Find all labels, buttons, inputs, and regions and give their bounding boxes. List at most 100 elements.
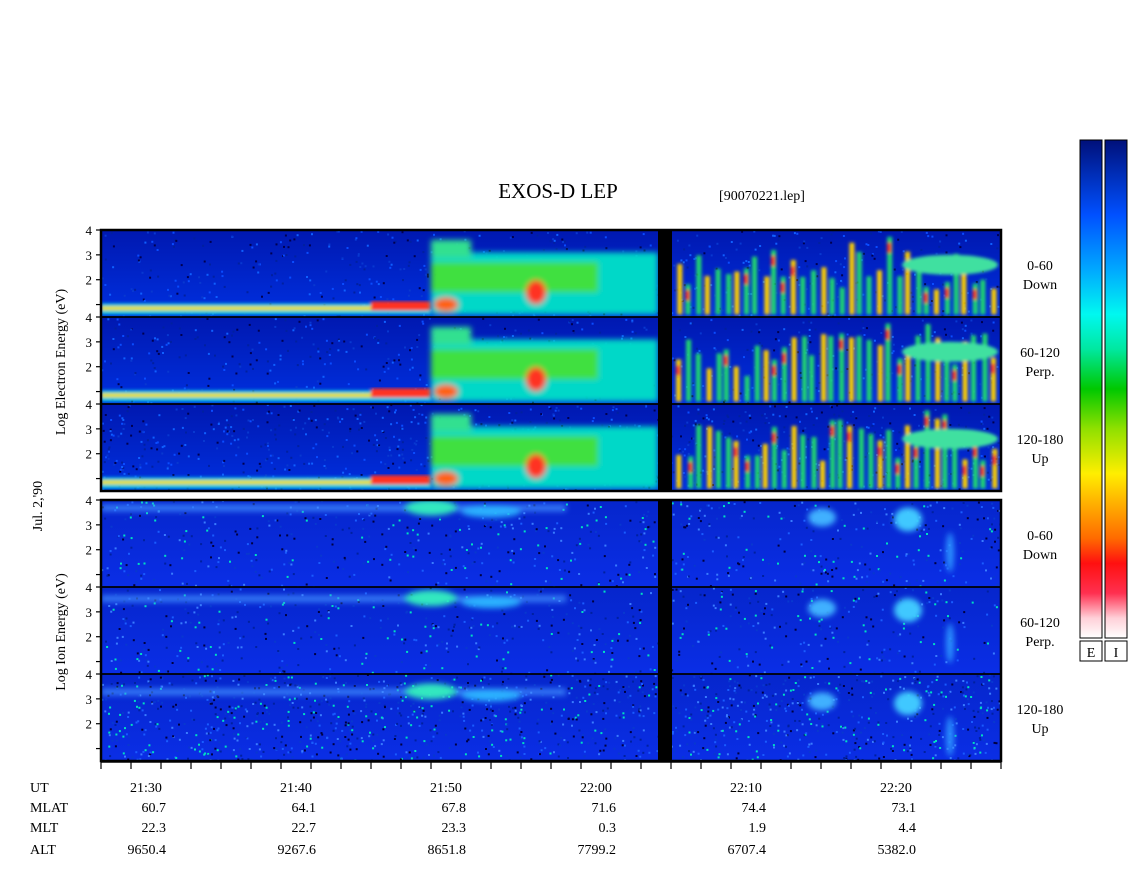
time-axis: 21:30 21:40 21:50 22:00 22:10 22:20 <box>100 761 1002 796</box>
x-tick-label: 22:00 <box>580 781 612 796</box>
colorbar-gradient <box>1079 139 1103 639</box>
y-tick-label: 4 <box>86 397 93 412</box>
electron-panel-3-y-axis: 2 3 4 <box>86 397 101 480</box>
ephemeris-label-mlt: MLT <box>30 821 59 836</box>
pitch-angle-range: 60-120 <box>1020 616 1060 631</box>
ion-group-border <box>99 498 1003 763</box>
data-gap <box>658 317 672 404</box>
x-tick-label: 21:30 <box>130 781 162 796</box>
ephemeris-mlt-value: 0.3 <box>599 821 617 836</box>
ion-energy-band <box>101 683 954 757</box>
ion-energy-band <box>101 500 954 573</box>
date-label: Jul. 2,'90 <box>31 481 46 531</box>
ephemeris-alt-value: 8651.8 <box>428 843 467 858</box>
y-tick-label: 4 <box>86 223 93 238</box>
data-gap <box>658 587 672 674</box>
y-tick-label: 4 <box>86 493 93 508</box>
energy-axes: 2 3 4 2 3 4 2 3 4 2 3 4 2 3 4 2 3 4 <box>86 223 101 750</box>
electron-panel-3 <box>101 404 1001 491</box>
ephemeris-table: UT MLAT MLT ALT 60.7 22.3 9650.4 64.1 22.7 9267.6… <box>30 781 916 858</box>
y-tick-label: 2 <box>86 447 93 462</box>
ion-energy-band <box>101 590 954 664</box>
pitch-angle-range: 0-60 <box>1027 529 1053 544</box>
colorbar-e: E <box>1079 139 1103 662</box>
pitch-direction: Up <box>1031 722 1048 737</box>
ephemeris-mlat-value: 74.4 <box>742 801 767 816</box>
low-energy-band <box>101 388 431 402</box>
ion-pitch-label-3: 120-180 Up <box>1017 703 1064 737</box>
ephemeris-mlat-value: 60.7 <box>142 801 167 816</box>
ephemeris-alt-value: 7799.2 <box>578 843 617 858</box>
pitch-direction: Perp. <box>1025 365 1054 380</box>
electron-panel-1-y-axis: 2 3 4 <box>86 223 101 306</box>
ephemeris-label-mlat: MLAT <box>30 801 69 816</box>
pitch-direction: Up <box>1031 452 1048 467</box>
panel-background <box>101 500 1001 587</box>
electron-panel-1 <box>101 230 1001 317</box>
x-tick-label: 21:40 <box>280 781 312 796</box>
ephemeris-alt-value: 9650.4 <box>128 843 167 858</box>
inverted-v-spikes <box>676 323 998 402</box>
diffuse-precipitation <box>431 239 658 315</box>
data-gap <box>658 500 672 587</box>
pitch-angle-range: 120-180 <box>1017 433 1064 448</box>
colorbar-label-box <box>1079 640 1103 662</box>
ion-panel-1 <box>101 500 1001 587</box>
pitch-direction: Perp. <box>1025 635 1054 650</box>
ion-panel-2-y-axis: 2 3 4 <box>86 580 101 663</box>
ephemeris-mlat-value: 73.1 <box>892 801 917 816</box>
data-gap <box>658 230 672 317</box>
y-tick-label: 2 <box>86 543 93 558</box>
pitch-angle-range: 60-120 <box>1020 346 1060 361</box>
pitch-angle-labels: 0-60 Down 60-120 Perp. 120-180 Up 0-60 Down 60-1… <box>1017 259 1064 737</box>
y-tick-label: 4 <box>86 580 93 595</box>
ephemeris-label-alt: ALT <box>30 843 56 858</box>
x-tick-label: 22:10 <box>730 781 762 796</box>
ion-panel-3-y-axis: 2 3 4 <box>86 667 101 750</box>
ephemeris-mlat-value: 64.1 <box>292 801 317 816</box>
spectrogram-content <box>101 500 1001 587</box>
colorbar-label: I <box>1114 646 1119 661</box>
spectrogram-content <box>101 230 1001 317</box>
ephemeris-mlt-value: 4.4 <box>899 821 917 836</box>
pitch-angle-range: 0-60 <box>1027 259 1053 274</box>
ephemeris-mlt-value: 22.3 <box>142 821 167 836</box>
electron-pitch-label-3: 120-180 Up <box>1017 433 1064 467</box>
ion-pitch-label-1: 0-60 Down <box>1023 529 1057 563</box>
colorbar-label-box <box>1104 640 1128 662</box>
electron-energy-axis-label: Log Electron Energy (eV) <box>54 289 69 436</box>
y-tick-label: 3 <box>86 248 93 263</box>
chart-title: EXOS-D LEP <box>498 179 618 203</box>
pitch-direction: Down <box>1023 548 1057 563</box>
spectrogram-panels <box>101 230 1001 761</box>
ephemeris-label-ut: UT <box>30 781 49 796</box>
pitch-angle-range: 120-180 <box>1017 703 1064 718</box>
spectrogram-content <box>101 674 1001 761</box>
colorbar-gradient <box>1104 139 1128 639</box>
ephemeris-mlat-value: 71.6 <box>592 801 617 816</box>
y-tick-label: 2 <box>86 717 93 732</box>
electron-group-border <box>99 228 1003 493</box>
electron-pitch-label-2: 60-120 Perp. <box>1020 346 1060 380</box>
x-tick-label: 21:50 <box>430 781 462 796</box>
data-gap <box>658 674 672 761</box>
ephemeris-mlt-value: 22.7 <box>292 821 317 836</box>
ephemeris-alt-value: 5382.0 <box>878 843 917 858</box>
y-tick-label: 2 <box>86 360 93 375</box>
ephemeris-mlt-value: 1.9 <box>749 821 767 836</box>
noise-speckle <box>105 587 1001 674</box>
low-energy-band <box>101 301 431 315</box>
ion-pitch-label-2: 60-120 Perp. <box>1020 616 1060 650</box>
ion-energy-axis-label: Log Ion Energy (eV) <box>54 573 69 691</box>
inverted-v-spikes <box>677 236 998 315</box>
data-gap <box>658 404 672 491</box>
diffuse-precipitation <box>431 413 658 489</box>
y-tick-label: 3 <box>86 335 93 350</box>
y-tick-label: 3 <box>86 605 93 620</box>
electron-panel-2-y-axis: 2 3 4 <box>86 310 101 393</box>
ephemeris-mlat-value: 67.8 <box>442 801 467 816</box>
colorbar-label: E <box>1087 646 1096 661</box>
y-tick-label: 3 <box>86 518 93 533</box>
